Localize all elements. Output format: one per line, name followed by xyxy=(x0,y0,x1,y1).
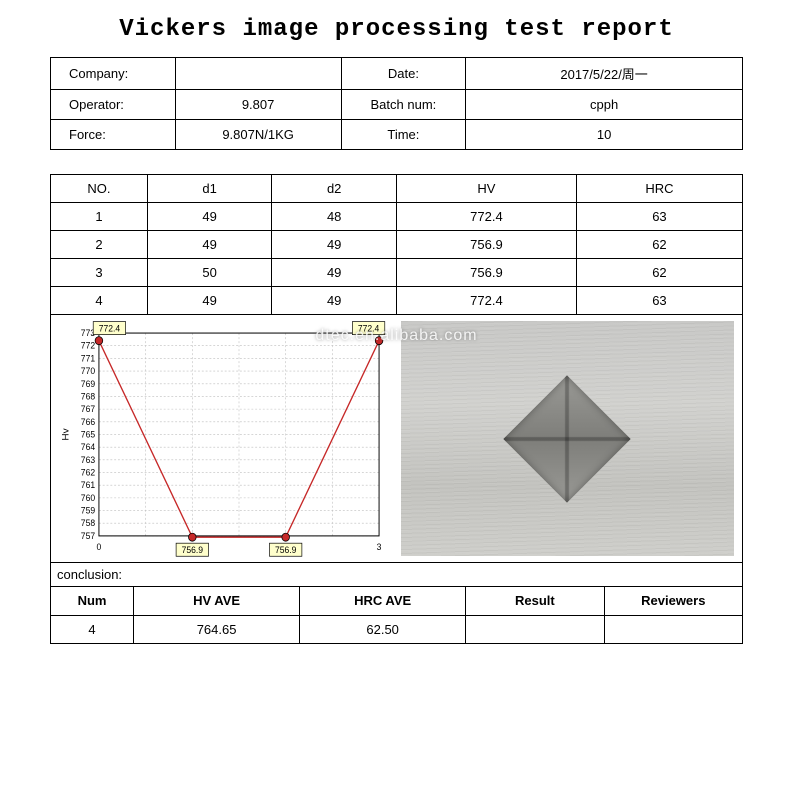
table-cell: 3 xyxy=(51,259,148,287)
hv-chart: 757 758 759 760 761 762 763 764 765 766 767 768 769 7… xyxy=(57,319,391,560)
table-cell: 48 xyxy=(272,203,397,231)
table-cell: 756.9 xyxy=(396,231,576,259)
time-value: 10 xyxy=(466,120,743,150)
svg-text:756.9: 756.9 xyxy=(275,545,297,555)
indent-image-cell xyxy=(397,315,743,562)
info-table: Company: Date: 2017/5/22/周一 Operator: 9.… xyxy=(50,57,743,150)
operator-label: Operator: xyxy=(51,90,176,120)
data-header: HV xyxy=(396,175,576,203)
svg-text:772.4: 772.4 xyxy=(358,323,380,333)
summary-table: NumHV AVEHRC AVEResultReviewers 4764.656… xyxy=(50,587,743,644)
table-cell: 49 xyxy=(147,287,272,315)
conclusion-label: conclusion: xyxy=(50,563,743,587)
table-cell: 63 xyxy=(576,203,742,231)
data-section: NO.d1d2HVHRC 14948772.46324949756.962350… xyxy=(50,174,743,644)
svg-text:767: 767 xyxy=(81,404,95,414)
summary-cell: 62.50 xyxy=(300,615,466,643)
table-cell: 49 xyxy=(272,259,397,287)
svg-text:757: 757 xyxy=(81,531,95,541)
table-cell: 2 xyxy=(51,231,148,259)
svg-text:772: 772 xyxy=(81,341,95,351)
table-cell: 756.9 xyxy=(396,259,576,287)
data-header: d2 xyxy=(272,175,397,203)
date-label: Date: xyxy=(341,58,466,90)
table-cell: 772.4 xyxy=(396,203,576,231)
company-label: Company: xyxy=(51,58,176,90)
summary-cell xyxy=(466,615,604,643)
data-header: HRC xyxy=(576,175,742,203)
svg-text:770: 770 xyxy=(81,366,95,376)
table-cell: 1 xyxy=(51,203,148,231)
table-cell: 62 xyxy=(576,231,742,259)
date-value: 2017/5/22/周一 xyxy=(466,58,743,90)
summary-header: Num xyxy=(51,587,134,615)
summary-cell xyxy=(604,615,742,643)
table-cell: 49 xyxy=(147,203,272,231)
table-cell: 772.4 xyxy=(396,287,576,315)
table-cell: 49 xyxy=(272,231,397,259)
summary-cell: 764.65 xyxy=(134,615,300,643)
svg-text:762: 762 xyxy=(81,467,95,477)
svg-text:756.9: 756.9 xyxy=(182,545,204,555)
svg-text:772.4: 772.4 xyxy=(99,323,121,333)
batch-label: Batch num: xyxy=(341,90,466,120)
summary-header: Reviewers xyxy=(604,587,742,615)
table-cell: 63 xyxy=(576,287,742,315)
summary-header: Result xyxy=(466,587,604,615)
data-table: NO.d1d2HVHRC 14948772.46324949756.962350… xyxy=(50,174,743,315)
svg-text:768: 768 xyxy=(81,391,95,401)
svg-text:0: 0 xyxy=(97,542,102,552)
svg-text:Hv: Hv xyxy=(61,428,72,440)
table-cell: 49 xyxy=(272,287,397,315)
batch-value: cpph xyxy=(466,90,743,120)
indent-diamond-shape xyxy=(504,375,631,502)
time-label: Time: xyxy=(341,120,466,150)
table-cell: 62 xyxy=(576,259,742,287)
report-title: Vickers image processing test report xyxy=(30,16,763,43)
summary-header: HRC AVE xyxy=(300,587,466,615)
summary-cell: 4 xyxy=(51,615,134,643)
svg-text:764: 764 xyxy=(81,442,95,452)
indent-image xyxy=(401,321,735,556)
svg-text:3: 3 xyxy=(377,542,382,552)
svg-text:766: 766 xyxy=(81,417,95,427)
chart-image-row: dtec.en.alibaba.com 75775875976076176276… xyxy=(50,315,743,563)
report-page: Vickers image processing test report Com… xyxy=(0,0,793,789)
table-cell: 4 xyxy=(51,287,148,315)
svg-text:758: 758 xyxy=(81,518,95,528)
operator-value: 9.807 xyxy=(175,90,341,120)
table-row: 35049756.962 xyxy=(51,259,743,287)
force-value: 9.807N/1KG xyxy=(175,120,341,150)
company-value xyxy=(175,58,341,90)
force-label: Force: xyxy=(51,120,176,150)
chart-cell: 757 758 759 760 761 762 763 764 765 766 767 768 769 7… xyxy=(51,315,397,562)
data-header: d1 xyxy=(147,175,272,203)
svg-text:769: 769 xyxy=(81,379,95,389)
data-header: NO. xyxy=(51,175,148,203)
svg-text:771: 771 xyxy=(81,353,95,363)
table-row: 24949756.962 xyxy=(51,231,743,259)
svg-text:761: 761 xyxy=(81,480,95,490)
table-cell: 50 xyxy=(147,259,272,287)
svg-text:765: 765 xyxy=(81,429,95,439)
summary-header: HV AVE xyxy=(134,587,300,615)
svg-text:763: 763 xyxy=(81,455,95,465)
svg-text:760: 760 xyxy=(81,493,95,503)
table-row: 44949772.463 xyxy=(51,287,743,315)
svg-text:759: 759 xyxy=(81,505,95,515)
table-cell: 49 xyxy=(147,231,272,259)
table-row: 14948772.463 xyxy=(51,203,743,231)
